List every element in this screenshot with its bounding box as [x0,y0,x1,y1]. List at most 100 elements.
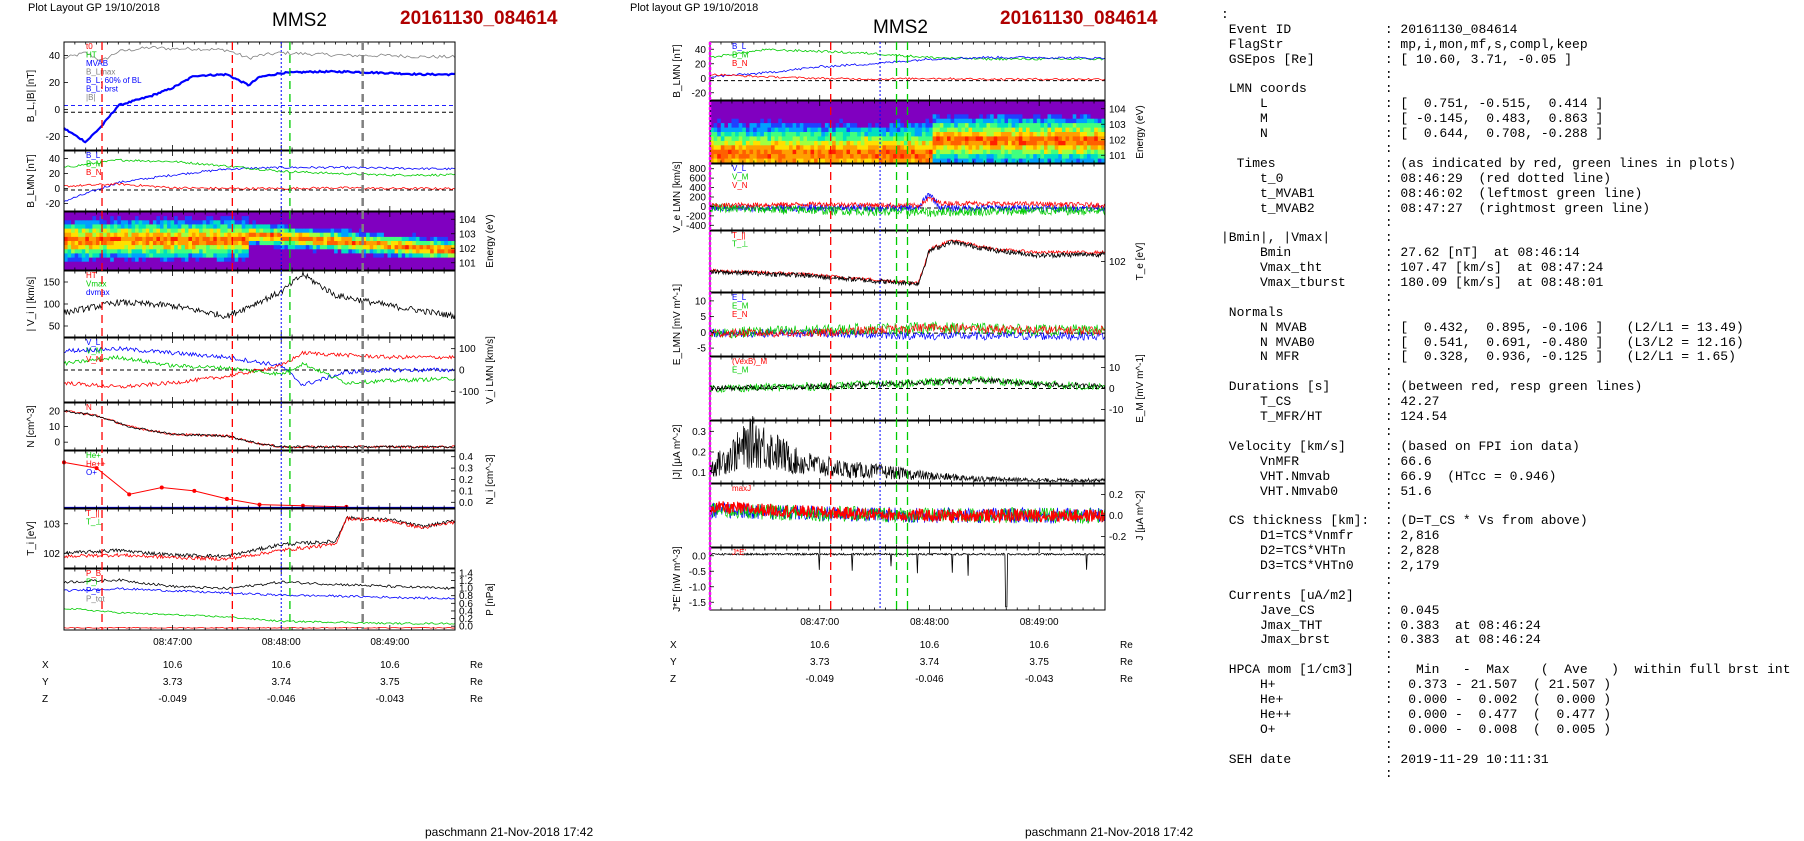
spectrogram-cell [1015,127,1020,133]
spectrogram-cell [266,232,271,238]
spectrogram-cell [760,132,765,137]
spectrogram-cell [1040,149,1045,155]
y-tick-label: 150 [43,278,60,289]
spectrogram-cell [312,253,317,259]
spectrogram-cell [160,224,165,230]
spectrogram-cell [444,241,449,246]
info-line: : [1221,736,1393,752]
spectrogram-cell [188,265,193,271]
spectrogram-cell [738,136,743,142]
spectrogram-cell [886,109,891,115]
spectrogram-cell [120,216,126,221]
spectrogram-cell [447,249,453,254]
spectrogram-cell [893,105,898,111]
spectrogram-cell [903,132,909,137]
spectrogram-cell [319,224,325,230]
spectrogram-cell [252,224,257,230]
spectrogram-cell [742,109,747,115]
spectrogram-cell [972,145,977,151]
spectrogram-cell [391,220,396,225]
spectrogram-cell [950,154,955,160]
spectrogram-cell [961,145,966,151]
spectrogram-cell [807,127,812,133]
spectrogram-cell [341,216,346,221]
spectrogram-cell [767,154,772,160]
spectrogram-cell [412,232,417,238]
spectrogram-cell [731,136,736,142]
spectrogram-cell [362,249,367,254]
spectrogram-cell [717,105,722,111]
spectrogram-cell [939,145,944,151]
spectrogram-cell [220,228,225,234]
spectrogram-cell [231,224,236,230]
spectrogram-cell [163,236,168,242]
spectrogram-cell [735,109,740,115]
spectrogram-cell [323,261,328,267]
spectrogram-cell [1079,149,1085,155]
spectrogram-cell [284,220,289,225]
spectrogram-cell [832,132,837,137]
spectrogram-cell [273,220,278,225]
spectrogram-cell [110,224,115,230]
spectrogram-cell [227,228,232,234]
spectrogram-cell [957,101,962,106]
spectrogram-cell [277,224,282,230]
spectrogram-cell [117,253,122,259]
spectrogram-cell [213,245,218,250]
spectrogram-cell [975,132,980,137]
spectrogram-cell [337,245,342,250]
spectrogram-cell [763,118,769,124]
spectrogram-cell [961,149,966,155]
spectrogram-cell [64,249,69,254]
spectrogram-cell [997,149,1002,155]
spectrogram-cell [1101,132,1106,137]
spectrogram-cell [900,154,905,160]
y-axis-label: Energy (eV) [485,214,496,267]
spectrogram-cell [284,216,289,221]
spectrogram-cell [745,101,751,106]
spectrogram-cell [131,241,136,246]
spectrogram-cell [835,140,840,146]
spectrogram-cell [209,232,214,238]
spectrogram-cell [131,245,136,250]
spectrogram-cell [280,216,285,221]
spectrogram-cell [753,132,758,137]
spectrogram-cell [1076,109,1081,115]
spectrogram-cell [799,145,804,151]
spectrogram-cell [202,265,207,271]
spectrogram-cell [839,118,844,124]
spectrogram-cell [213,216,218,221]
spectrogram-cell [323,257,328,263]
spectrogram-cell [771,149,776,155]
series-tperp [63,516,456,562]
spectrogram-cell [252,216,257,221]
spectrogram-cell [124,265,129,271]
spectrogram-cell [280,249,285,254]
spectrogram-cell [359,257,364,263]
spectrogram-cell [871,136,876,142]
spectrogram-cell [241,220,246,225]
spectrogram-cell [74,232,79,238]
spectrogram-cell [234,232,239,238]
spectrogram-cell [875,114,880,120]
spectrogram-cell [213,212,218,217]
spectrogram-cell [1079,105,1085,111]
spectrogram-cell [939,109,944,115]
spectrogram-cell [947,114,952,120]
spectrogram-cell [305,241,310,246]
spectrogram-cell [419,212,424,217]
spectrogram-cell [713,118,718,124]
spectrogram-cell [903,136,909,142]
spectrogram-cell [1076,123,1081,129]
spectrogram-cell [810,149,815,155]
spectrogram-cell [64,232,69,238]
spectrogram-cell [1101,136,1106,142]
spectrogram-cell [92,245,97,250]
spectrogram-cell [968,145,973,151]
legend-entry: T_⊥ [732,240,748,249]
spectrogram-cell [202,220,207,225]
spectrogram-cell [394,253,399,259]
spectrogram-cell [252,241,257,246]
spectrogram-cell [961,158,966,164]
spectrogram-cell [817,105,822,111]
